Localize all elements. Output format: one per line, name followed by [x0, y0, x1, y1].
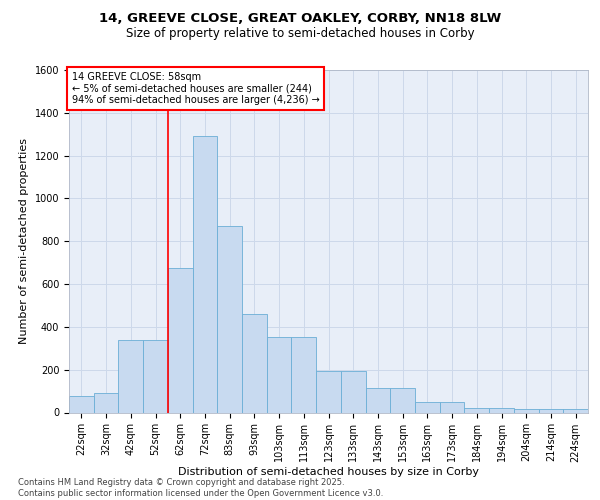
X-axis label: Distribution of semi-detached houses by size in Corby: Distribution of semi-detached houses by … — [178, 467, 479, 477]
Text: Contains HM Land Registry data © Crown copyright and database right 2025.
Contai: Contains HM Land Registry data © Crown c… — [18, 478, 383, 498]
Bar — [118, 340, 143, 412]
Bar — [316, 371, 341, 412]
Bar — [69, 396, 94, 412]
Bar — [267, 336, 292, 412]
Bar — [365, 388, 390, 412]
Text: 14 GREEVE CLOSE: 58sqm
← 5% of semi-detached houses are smaller (244)
94% of sem: 14 GREEVE CLOSE: 58sqm ← 5% of semi-deta… — [71, 72, 319, 105]
Bar — [217, 226, 242, 412]
Bar — [464, 408, 489, 412]
Bar — [440, 402, 464, 412]
Text: 14, GREEVE CLOSE, GREAT OAKLEY, CORBY, NN18 8LW: 14, GREEVE CLOSE, GREAT OAKLEY, CORBY, N… — [99, 12, 501, 26]
Bar — [563, 410, 588, 412]
Bar — [539, 410, 563, 412]
Bar — [242, 314, 267, 412]
Bar — [514, 410, 539, 412]
Bar — [489, 408, 514, 412]
Y-axis label: Number of semi-detached properties: Number of semi-detached properties — [19, 138, 29, 344]
Bar — [143, 340, 168, 412]
Bar — [94, 393, 118, 412]
Bar — [415, 402, 440, 412]
Bar — [341, 371, 365, 412]
Bar — [390, 388, 415, 412]
Bar — [193, 136, 217, 412]
Bar — [292, 336, 316, 412]
Text: Size of property relative to semi-detached houses in Corby: Size of property relative to semi-detach… — [125, 28, 475, 40]
Bar — [168, 268, 193, 412]
